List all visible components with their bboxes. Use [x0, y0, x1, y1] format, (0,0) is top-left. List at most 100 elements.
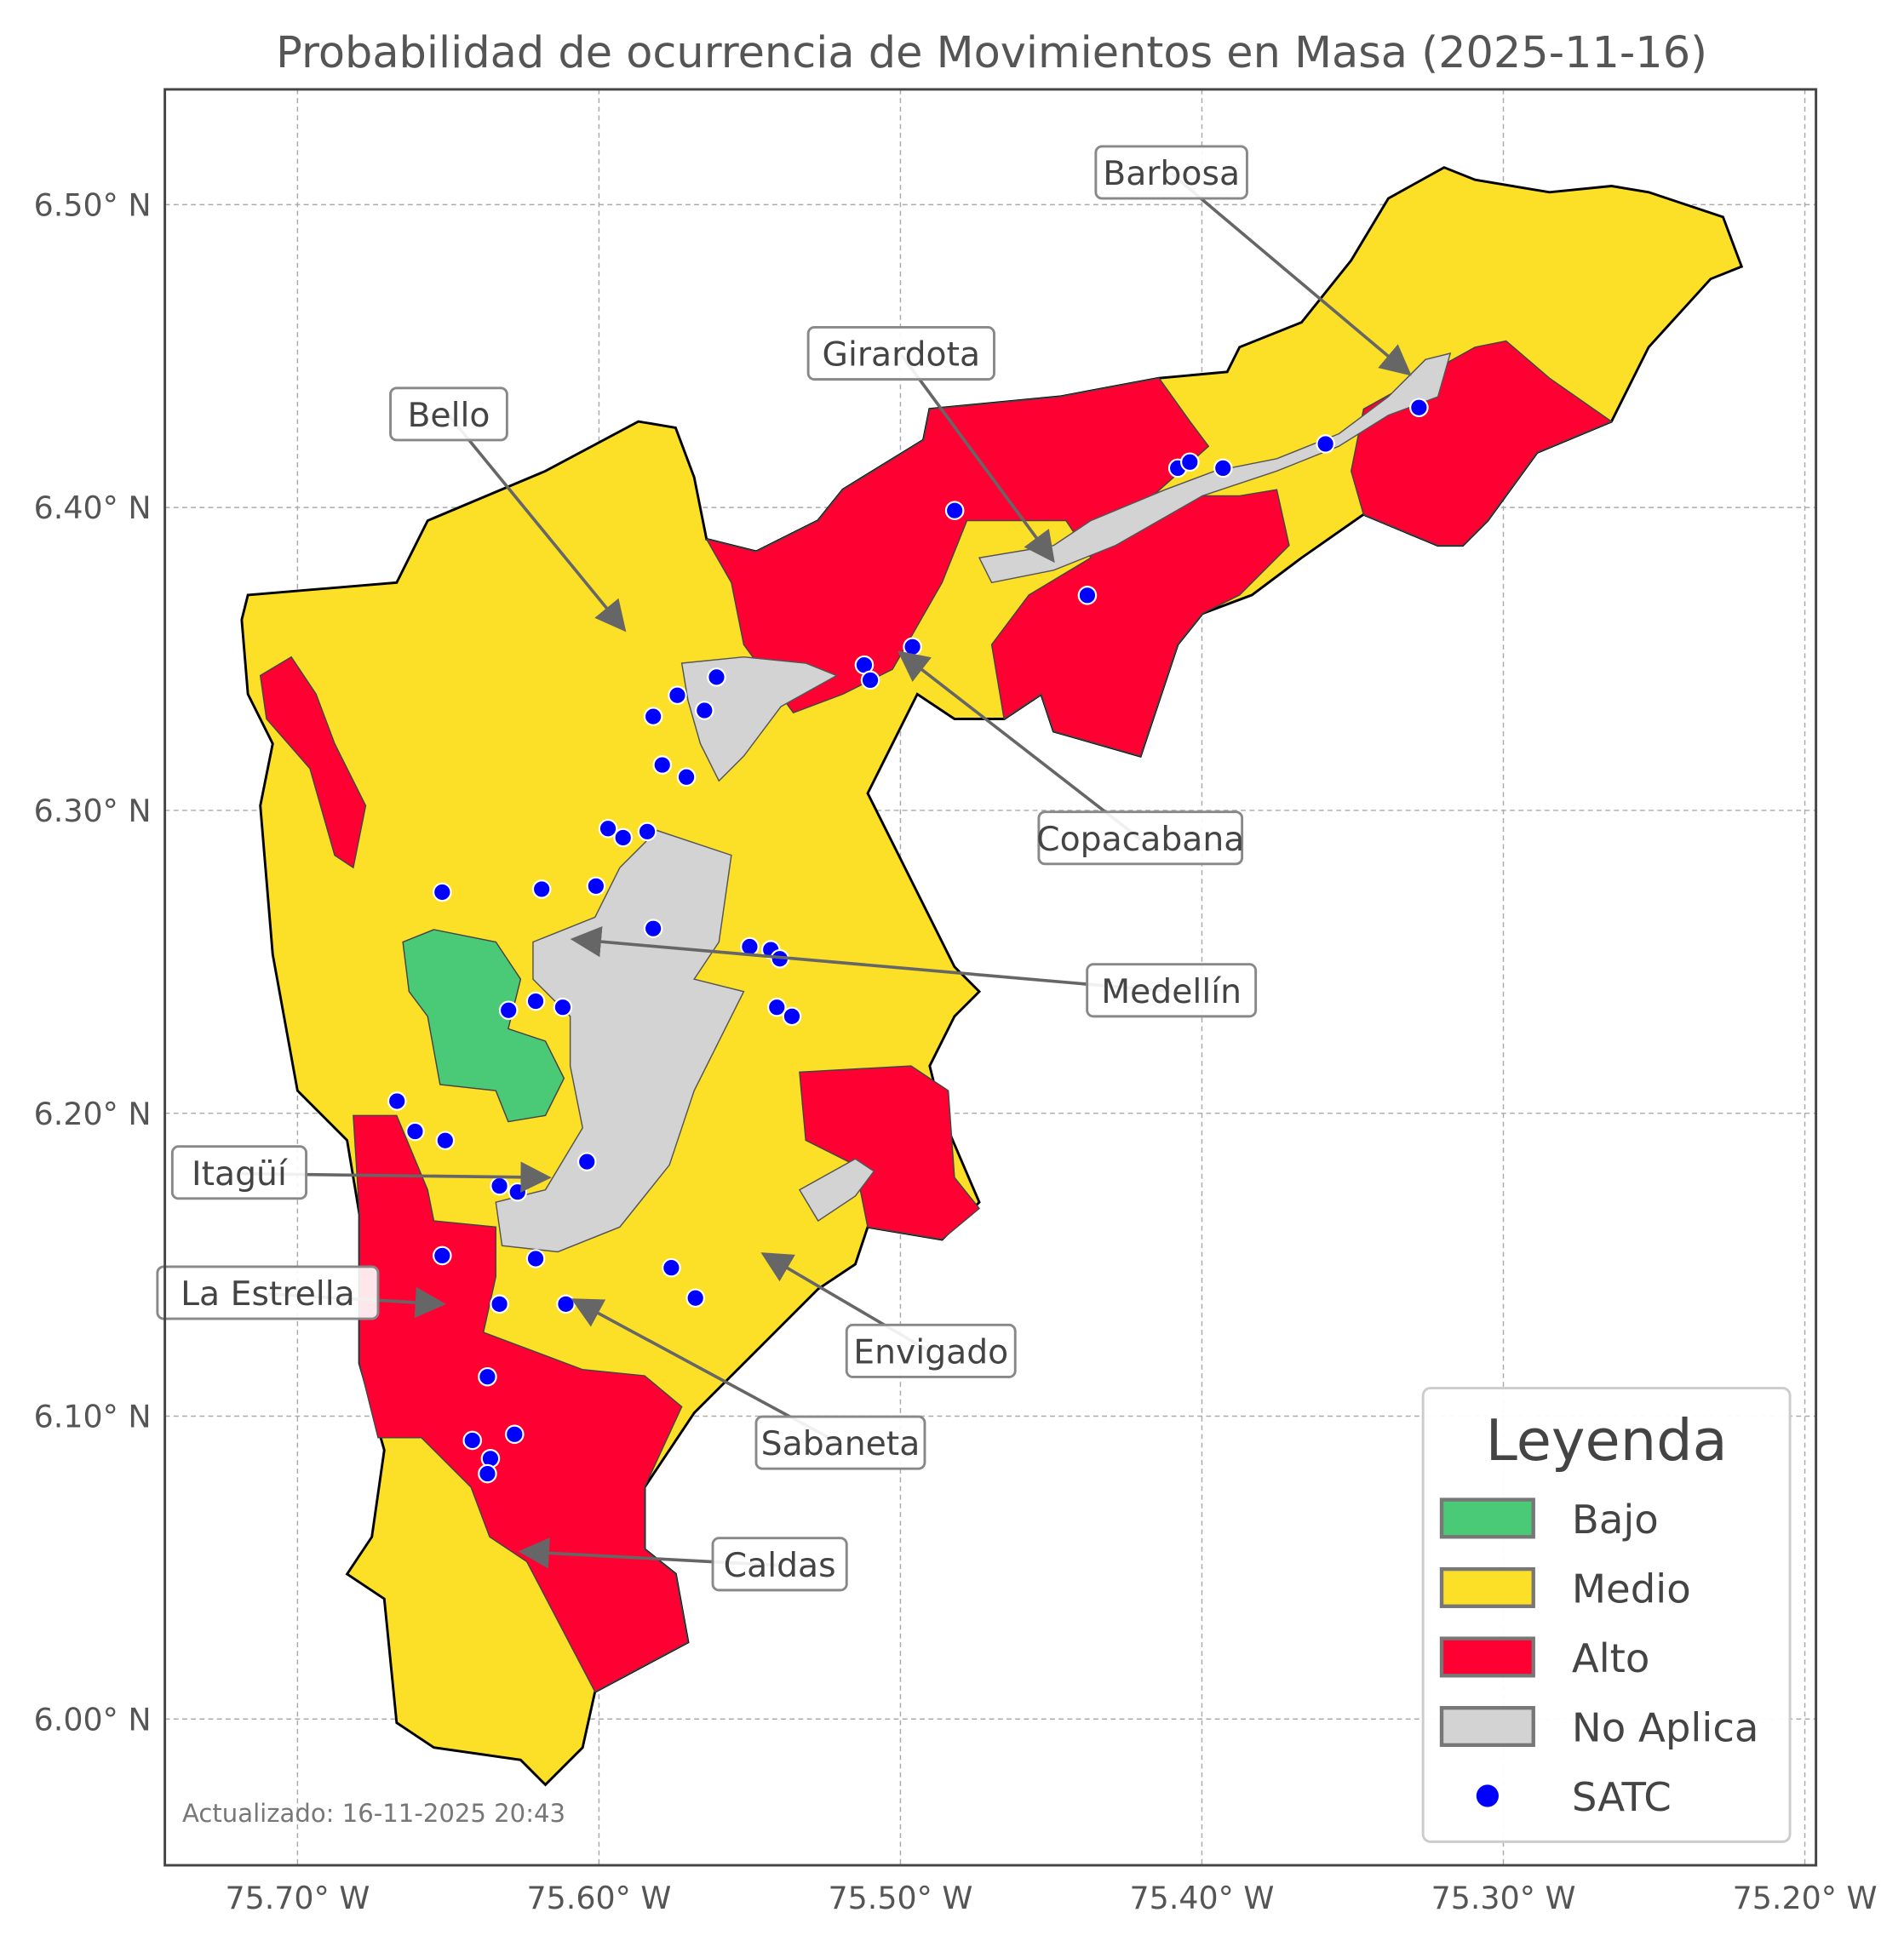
legend-title: Leyenda — [1486, 1407, 1728, 1474]
satc-station-point — [387, 1091, 407, 1111]
annotation-label-sabaneta: Sabaneta — [761, 1425, 920, 1463]
y-tick-label: 6.50° N — [34, 186, 152, 223]
satc-station-point — [685, 1288, 705, 1308]
satc-station-point — [637, 822, 657, 842]
satc-station-point — [613, 827, 634, 848]
satc-station-point — [598, 818, 618, 839]
satc-station-point — [860, 670, 880, 690]
satc-station-point — [662, 1257, 681, 1278]
region-bajo — [402, 929, 565, 1123]
satc-station-point — [556, 1294, 576, 1314]
annotation-box — [170, 1145, 308, 1200]
annotation-box — [389, 386, 508, 442]
annotations-layer: Barbosa Girardota Bello Copacabana Medellín I… — [156, 145, 1412, 1592]
annotation-box — [754, 1415, 926, 1470]
x-tick-label: 75.70° W — [225, 1880, 370, 1916]
y-tick-label: 6.20° N — [34, 1096, 152, 1132]
region-alto — [259, 656, 367, 869]
annotation-label-medellín: Medellín — [1101, 973, 1242, 1011]
satc-station-point — [553, 997, 573, 1017]
legend-swatch-alto — [1439, 1636, 1535, 1678]
satc-station-point — [1316, 434, 1335, 454]
region-no-aplica — [680, 656, 839, 782]
annotation-label-bello: Bello — [407, 397, 490, 435]
satc-station-point — [643, 707, 663, 726]
annotation-box — [1094, 145, 1248, 200]
annotation-box — [1037, 810, 1244, 866]
satc-station-point — [707, 667, 726, 687]
satc-station-point — [676, 767, 697, 787]
satc-station-point — [504, 1424, 525, 1445]
legend-label: Alto — [1572, 1635, 1650, 1681]
satc-station-point — [576, 1152, 597, 1171]
annotation-box — [806, 326, 995, 381]
legend: Leyenda Bajo Medio Alto No Aplica SATC — [1421, 1387, 1792, 1843]
annotation-label-envigado: Envigado — [853, 1333, 1008, 1371]
x-tick-label: 75.20° W — [1733, 1880, 1878, 1916]
satc-station-point — [903, 637, 922, 657]
satc-station-point — [531, 879, 552, 899]
legend-swatch-medio — [1439, 1566, 1535, 1608]
annotation-arrow — [1170, 172, 1412, 376]
plot-frame — [163, 88, 1818, 1867]
annotation-arrow — [447, 414, 627, 633]
satc-station-point — [478, 1463, 497, 1484]
satc-station-point — [435, 1131, 456, 1151]
satc-station-point — [433, 1245, 452, 1266]
annotation-label-barbosa: Barbosa — [1103, 155, 1240, 193]
satc-station-point — [490, 1176, 509, 1196]
y-tick-label: 6.40° N — [34, 490, 152, 526]
annotation-box — [845, 1323, 1017, 1378]
legend-label: No Aplica — [1572, 1704, 1759, 1750]
updated-timestamp: Actualizado: 16-11-2025 20:43 — [182, 1799, 565, 1828]
x-tick-label: 75.40° W — [1130, 1880, 1275, 1916]
annotation-label-girardota: Girardota — [823, 336, 981, 375]
legend-label: Medio — [1572, 1566, 1691, 1612]
satc-station-point — [433, 882, 452, 902]
annotation-label-la-estrella: La Estrella — [181, 1275, 355, 1314]
y-tick-label: 6.10° N — [34, 1399, 152, 1435]
annotation-label-caldas: Caldas — [724, 1547, 836, 1585]
satc-station-point — [767, 997, 787, 1017]
annotation-box — [1086, 963, 1258, 1018]
region-no-aplica — [495, 829, 745, 1253]
satc-station-point — [652, 755, 673, 775]
legend-label: SATC — [1572, 1774, 1672, 1820]
axis-ticks: 75.70° W 75.60° W 75.50° W 75.40° W 75.30° W… — [34, 186, 1878, 1916]
satc-station-point — [586, 876, 606, 896]
legend-swatch-bajo — [1439, 1497, 1535, 1539]
satc-station-point — [944, 501, 965, 520]
region-alto — [799, 1065, 981, 1240]
satc-station-point — [462, 1430, 482, 1451]
satc-station-point — [490, 1294, 509, 1314]
legend-label: Bajo — [1572, 1497, 1659, 1543]
satc-station-point — [1213, 458, 1233, 478]
region-no-aplica — [798, 1158, 875, 1222]
y-tick-label: 6.00° N — [34, 1701, 152, 1738]
satc-station-point — [405, 1121, 425, 1142]
satc-station-point — [668, 685, 687, 706]
legend-swatch-satc — [1476, 1784, 1499, 1807]
satc-station-point — [525, 991, 546, 1011]
annotation-arrow — [898, 650, 1142, 841]
satc-station-point — [1180, 452, 1200, 472]
regions-layer — [240, 166, 1744, 1787]
annotation-arrow — [899, 353, 1055, 564]
satc-station-point — [695, 701, 714, 720]
satc-station-point — [508, 1182, 528, 1202]
annotation-arrow — [570, 926, 1172, 993]
satc-station-point — [1409, 398, 1429, 418]
region-no-aplica — [978, 352, 1452, 584]
satc-station-point — [525, 1249, 546, 1268]
x-tick-label: 75.50° W — [829, 1880, 973, 1916]
y-tick-label: 6.30° N — [34, 793, 152, 829]
satc-points-layer — [387, 398, 1429, 1484]
satc-station-point — [782, 1006, 802, 1027]
annotation-box — [156, 1265, 380, 1320]
satc-station-point — [643, 919, 663, 938]
annotation-box — [711, 1537, 848, 1592]
map-title: Probabilidad de ocurrencia de Movimiento… — [276, 28, 1707, 78]
annotation-label-copacabana: Copacabana — [1036, 821, 1244, 859]
x-tick-label: 75.30° W — [1431, 1880, 1576, 1916]
